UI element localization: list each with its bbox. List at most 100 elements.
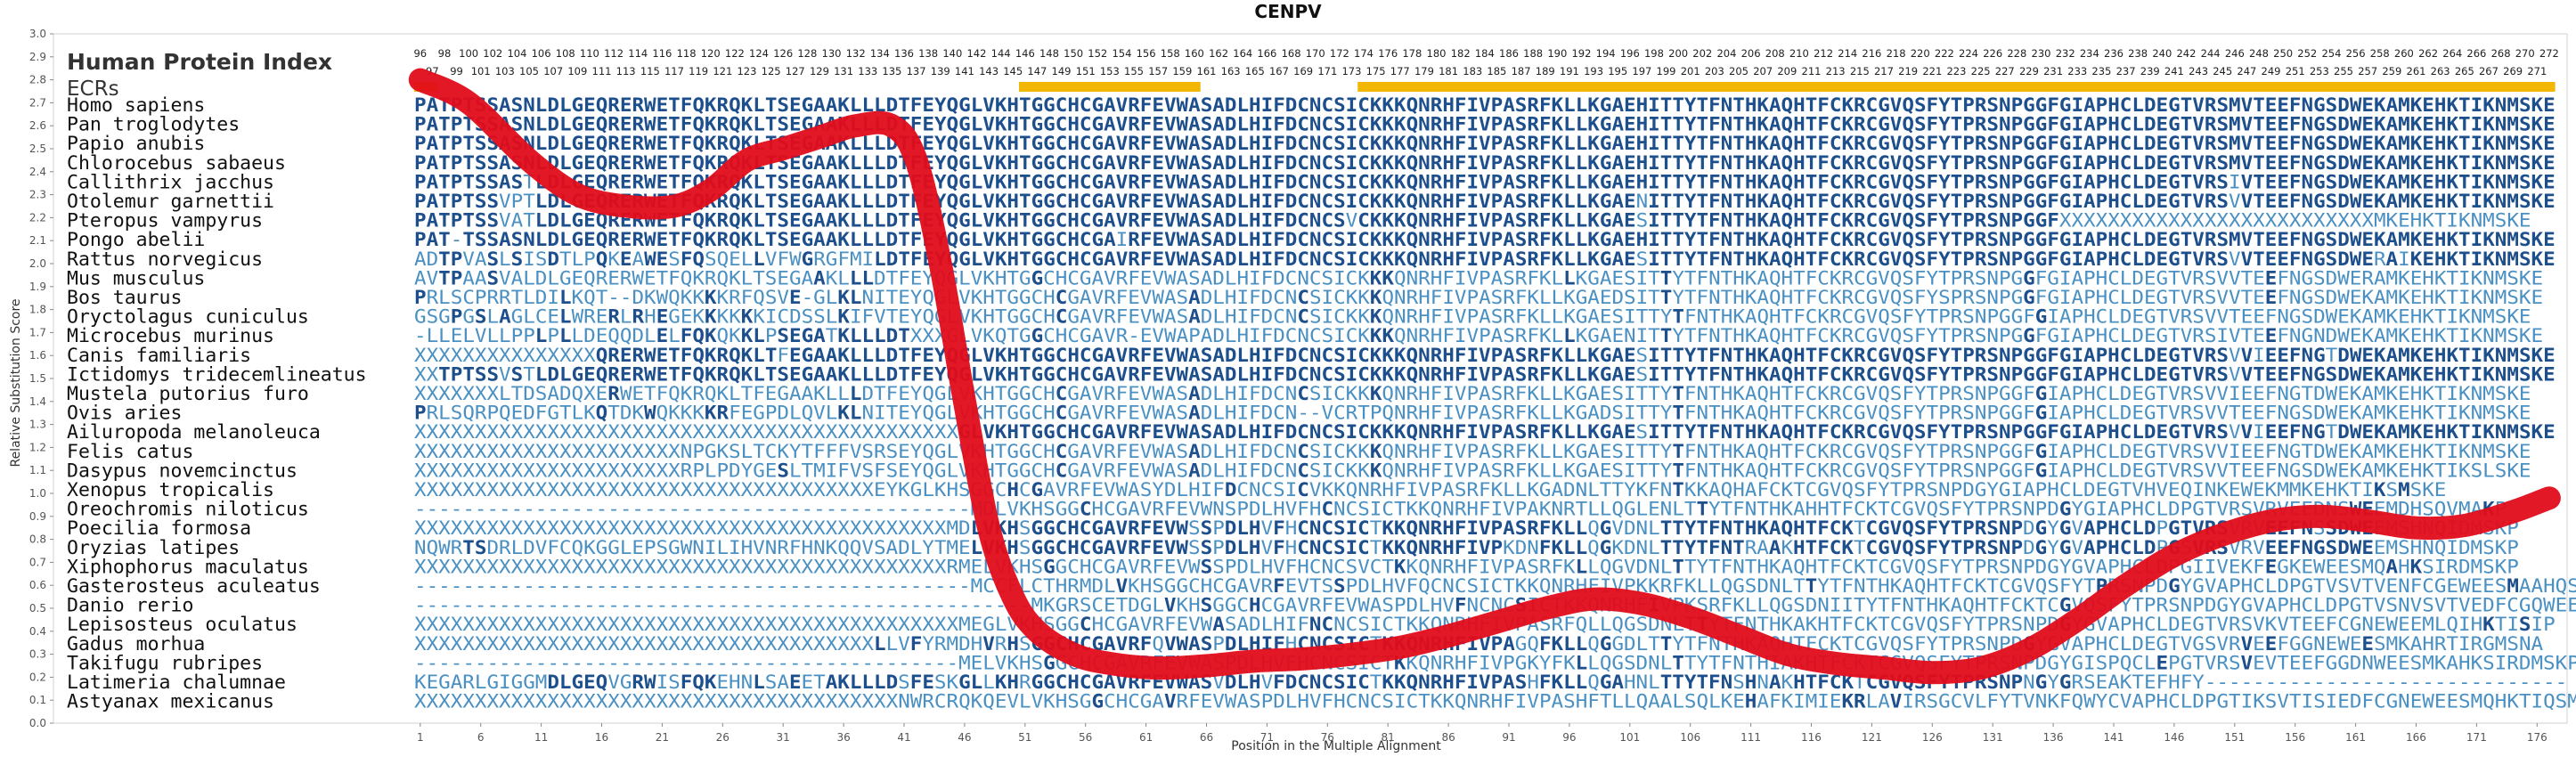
- ecr-bar: [1357, 82, 2556, 92]
- y-ticks: 0.0 0.1 0.2 0.3 0.4 0.5 0.6 0.7 0.8 0.9 1.0 1.1 1.2 1…: [29, 28, 53, 729]
- species-name: Gadus morhua: [67, 633, 205, 655]
- species-sequence: PATPTSSAS TLDLGEQRERWETFQKRQKLTSEGAAKLLLD…: [414, 171, 2556, 193]
- position-number: 108: [556, 47, 575, 60]
- position-number: 159: [1172, 65, 1192, 77]
- y-tick-label: 1.5: [29, 372, 46, 385]
- position-number: 149: [1052, 65, 1072, 77]
- position-number: 207: [1753, 65, 1773, 77]
- position-number: 231: [2043, 65, 2063, 77]
- position-number: 219: [1898, 65, 1918, 77]
- position-number: 254: [2321, 47, 2341, 60]
- position-number: 178: [1402, 47, 1422, 60]
- y-tick-label: 3.0: [29, 28, 46, 40]
- position-number: 188: [1523, 47, 1543, 60]
- position-number: 270: [2515, 47, 2535, 60]
- position-number: 110: [580, 47, 599, 60]
- position-number: 185: [1487, 65, 1506, 77]
- x-tick-label: 46: [958, 731, 971, 744]
- position-number: 194: [1596, 47, 1616, 60]
- x-tick-label: 146: [2164, 731, 2184, 744]
- y-tick-label: 2.4: [29, 166, 46, 178]
- position-number: 225: [1971, 65, 1991, 77]
- position-number: 181: [1439, 65, 1458, 77]
- position-number: 271: [2527, 65, 2547, 77]
- species-sequence: PATPTSSASNLDLGEQRERWETFQKRQKLTSEGAAKLLLD…: [414, 94, 2556, 117]
- position-number: 144: [991, 47, 1011, 60]
- position-number: 158: [1161, 47, 1180, 60]
- position-number: 154: [1112, 47, 1131, 60]
- position-number: 266: [2466, 47, 2486, 60]
- species-sequence: XXXXXXXXXXXXXXXXXXXXXXRPLPDYGE SLTMIFVSFS…: [414, 460, 2531, 482]
- position-number: 252: [2297, 47, 2317, 60]
- position-number: 177: [1390, 65, 1410, 77]
- x-tick-label: 166: [2406, 731, 2426, 744]
- y-tick-label: 1.0: [29, 487, 46, 500]
- position-number: 156: [1137, 47, 1156, 60]
- species-name: Ovis aries: [67, 403, 182, 425]
- position-number: 133: [858, 65, 877, 77]
- x-ticks: 1 6 11 16 21 26 31 36 41 46 51 56 61 66 71 76 81 86 91 96 10…: [417, 723, 2547, 744]
- y-tick-label: 2.3: [29, 189, 46, 201]
- position-number: 106: [532, 47, 551, 60]
- species-sequence: NQWR TSDRLDVFCQKGGLEPSGWNILIHVNRFHNKQQVSA…: [414, 537, 2519, 559]
- position-number: 250: [2273, 47, 2293, 60]
- position-number: 148: [1039, 47, 1059, 60]
- position-number: 192: [1571, 47, 1591, 60]
- species-name: Lepisosteus oculatus: [67, 614, 298, 636]
- position-number: 150: [1064, 47, 1083, 60]
- position-number: 240: [2152, 47, 2172, 60]
- position-number: 116: [652, 47, 672, 60]
- species-sequence: PATPTSS VPTLDLGEQRERWETFQKRQKLTSEGAAKLLLD…: [414, 191, 2556, 213]
- position-number: 220: [1911, 47, 1930, 60]
- position-number: 179: [1414, 65, 1434, 77]
- human-protein-index-label: Human Protein Index: [67, 49, 332, 75]
- position-number: 213: [1826, 65, 1846, 77]
- position-number: 102: [483, 47, 502, 60]
- position-number: 260: [2394, 47, 2414, 60]
- position-numbers-bottom: 97 99 101 103 105 107 109 111 113 115 117 119 121 123…: [426, 65, 2547, 77]
- species-name: Ictidomys tridecemlineatus: [67, 363, 367, 386]
- species-name: Oryctolagus cuniculus: [67, 306, 309, 329]
- position-number: 120: [701, 47, 721, 60]
- position-number: 129: [810, 65, 829, 77]
- position-number: 195: [1608, 65, 1627, 77]
- y-tick-label: 0.7: [29, 556, 46, 568]
- species-sequence: XXTPTSS VSTLDLGEQRERWETFQKRQKLTSEGAAKLLLD…: [414, 363, 2556, 386]
- x-axis-label: Position in the Multiple Alignment: [1231, 739, 1441, 753]
- position-number: 113: [616, 65, 636, 77]
- x-tick-label: 161: [2345, 731, 2366, 744]
- species-name: Oryzias latipes: [67, 537, 240, 559]
- species-name: Homo sapiens: [67, 94, 205, 117]
- x-tick-label: 111: [1740, 731, 1761, 744]
- position-number: 170: [1306, 47, 1325, 60]
- species-sequence: ----------------------------------------…: [414, 595, 2576, 617]
- position-number: 111: [592, 65, 612, 77]
- position-number: 214: [1838, 47, 1857, 60]
- position-number: 190: [1547, 47, 1567, 60]
- position-number: 157: [1148, 65, 1168, 77]
- x-tick-label: 36: [836, 731, 850, 744]
- position-number: 218: [1887, 47, 1906, 60]
- position-number: 163: [1221, 65, 1241, 77]
- x-tick-label: 61: [1139, 731, 1153, 744]
- species-sequence: XXXXXXXXXXXXXXXXXXXXXXNPGKSLTCKYTFFFVSRS…: [414, 441, 2531, 463]
- position-number: 251: [2286, 65, 2305, 77]
- x-tick-label: 106: [1680, 731, 1700, 744]
- position-number: 171: [1317, 65, 1337, 77]
- position-number: 145: [1003, 65, 1023, 77]
- position-numbers-top: 96 98 100 102 104 106 108 110 112 114 116 118 120 122…: [413, 47, 2558, 60]
- position-number: 201: [1681, 65, 1700, 77]
- y-tick-label: 2.8: [29, 74, 46, 86]
- position-number: 128: [797, 47, 817, 60]
- position-number: 130: [822, 47, 842, 60]
- ecr-bars: [414, 82, 2556, 92]
- position-number: 264: [2442, 47, 2462, 60]
- position-number: 109: [567, 65, 587, 77]
- position-number: 142: [966, 47, 986, 60]
- y-tick-label: 2.1: [29, 234, 46, 247]
- species-sequence: XXXXXXXLTDSADQXE RWETFQKRQKLTFEGAAKLL LDTF…: [414, 383, 2531, 405]
- position-number: 169: [1293, 65, 1313, 77]
- position-number: 206: [1741, 47, 1761, 60]
- species-name: Dasypus novemcinctus: [67, 460, 298, 482]
